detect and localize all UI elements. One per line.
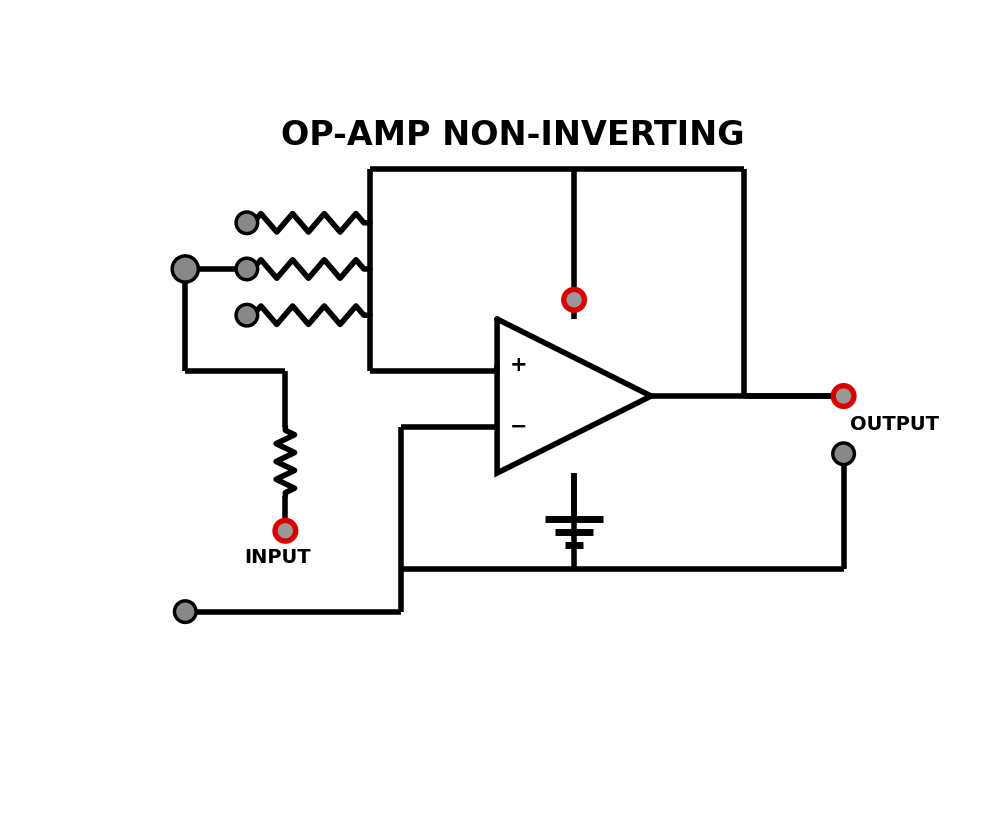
Circle shape: [174, 600, 196, 623]
Circle shape: [172, 256, 198, 282]
Circle shape: [833, 443, 854, 465]
Circle shape: [567, 292, 581, 306]
Text: INPUT: INPUT: [244, 548, 311, 568]
Text: OUTPUT: OUTPUT: [850, 415, 939, 435]
Circle shape: [562, 288, 586, 312]
Text: OP-AMP NON-INVERTING: OP-AMP NON-INVERTING: [281, 118, 744, 152]
Circle shape: [837, 389, 851, 403]
Circle shape: [236, 258, 258, 279]
Circle shape: [236, 305, 258, 326]
Text: −: −: [510, 417, 527, 437]
Circle shape: [278, 524, 292, 538]
Text: +: +: [510, 355, 527, 375]
Circle shape: [273, 519, 298, 543]
Circle shape: [831, 384, 856, 408]
Circle shape: [236, 212, 258, 234]
